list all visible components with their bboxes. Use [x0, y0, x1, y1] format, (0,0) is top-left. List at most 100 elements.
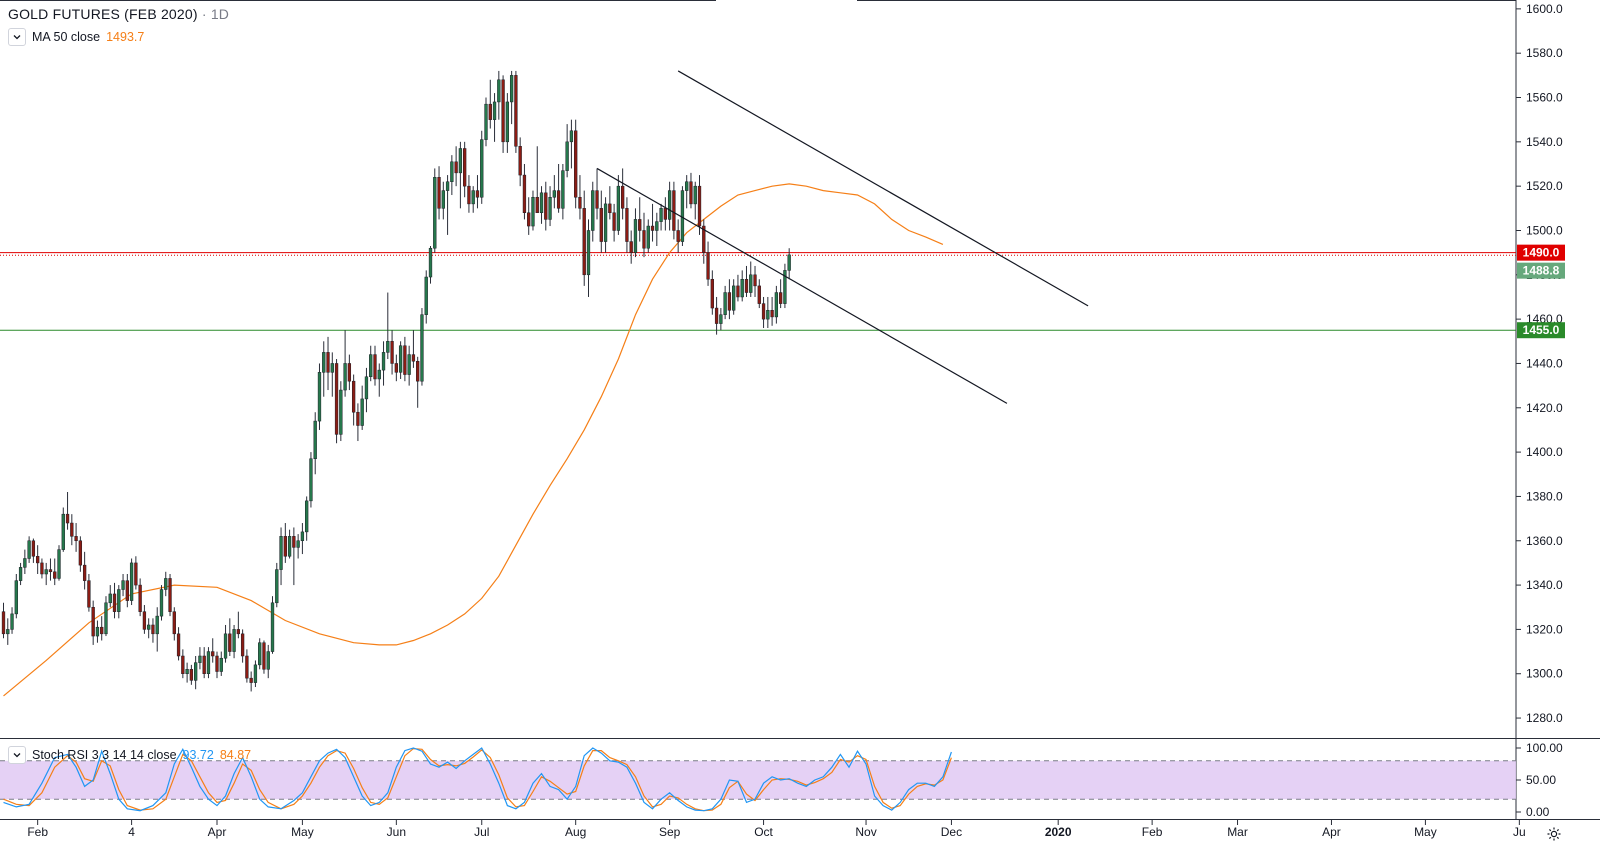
- candle[interactable]: [714, 296, 719, 335]
- candle[interactable]: [454, 146, 458, 187]
- candle[interactable]: [31, 538, 36, 563]
- candle[interactable]: [753, 265, 757, 297]
- candle[interactable]: [518, 137, 522, 187]
- trend-line[interactable]: [677, 70, 1089, 307]
- candle[interactable]: [531, 190, 535, 231]
- candle[interactable]: [770, 296, 774, 326]
- candle[interactable]: [322, 341, 326, 397]
- candle[interactable]: [458, 141, 463, 209]
- candle[interactable]: [134, 556, 138, 590]
- candle[interactable]: [262, 640, 266, 674]
- candle[interactable]: [689, 172, 693, 209]
- candle[interactable]: [522, 164, 527, 220]
- candle[interactable]: [693, 181, 697, 220]
- candle[interactable]: [215, 651, 219, 679]
- candle[interactable]: [48, 558, 53, 581]
- candle[interactable]: [176, 627, 181, 661]
- candle[interactable]: [672, 181, 676, 240]
- candle[interactable]: [445, 175, 450, 235]
- candle[interactable]: [300, 523, 305, 555]
- candle[interactable]: [292, 527, 296, 586]
- candle[interactable]: [164, 571, 168, 597]
- stoch-k-line[interactable]: [3, 747, 952, 812]
- candle[interactable]: [343, 330, 347, 397]
- candle[interactable]: [112, 582, 117, 619]
- candle[interactable]: [334, 359, 339, 444]
- candle[interactable]: [450, 155, 454, 196]
- candle[interactable]: [36, 545, 40, 574]
- candle[interactable]: [232, 624, 236, 659]
- candle[interactable]: [727, 279, 732, 320]
- candle[interactable]: [539, 186, 544, 224]
- candle[interactable]: [381, 341, 386, 386]
- candle[interactable]: [95, 620, 100, 643]
- candle[interactable]: [258, 638, 262, 670]
- candle[interactable]: [433, 168, 437, 253]
- candle[interactable]: [591, 181, 595, 242]
- candle[interactable]: [535, 146, 539, 214]
- candle[interactable]: [441, 181, 445, 220]
- candle[interactable]: [586, 219, 591, 297]
- stoch-collapse-toggle[interactable]: [8, 746, 26, 764]
- ma-collapse-toggle[interactable]: [8, 28, 26, 46]
- candle[interactable]: [253, 660, 258, 688]
- candle[interactable]: [108, 585, 112, 608]
- candle[interactable]: [339, 381, 343, 442]
- candle[interactable]: [761, 296, 766, 328]
- candle[interactable]: [104, 596, 108, 637]
- candle[interactable]: [223, 624, 228, 663]
- candle[interactable]: [369, 345, 373, 382]
- candle[interactable]: [552, 175, 556, 209]
- candle[interactable]: [189, 664, 194, 685]
- candle[interactable]: [603, 197, 608, 253]
- candle[interactable]: [561, 164, 565, 220]
- candle[interactable]: [151, 618, 155, 643]
- candle[interactable]: [377, 363, 381, 397]
- candle[interactable]: [548, 186, 552, 227]
- candle[interactable]: [373, 345, 377, 386]
- candle[interactable]: [228, 618, 232, 656]
- candle[interactable]: [356, 403, 360, 442]
- candle[interactable]: [23, 549, 27, 574]
- candle[interactable]: [172, 607, 176, 641]
- candle[interactable]: [488, 79, 492, 129]
- candle[interactable]: [509, 70, 514, 125]
- candle[interactable]: [642, 212, 646, 258]
- candle[interactable]: [185, 662, 189, 683]
- candle[interactable]: [70, 514, 74, 546]
- candle[interactable]: [198, 647, 202, 670]
- candle[interactable]: [667, 181, 672, 231]
- candle[interactable]: [578, 175, 582, 220]
- candle[interactable]: [18, 562, 23, 586]
- candle[interactable]: [749, 261, 753, 297]
- candle[interactable]: [117, 585, 121, 619]
- candle[interactable]: [702, 219, 706, 264]
- candle[interactable]: [685, 175, 689, 209]
- candle[interactable]: [330, 352, 334, 397]
- candle[interactable]: [147, 618, 151, 639]
- candle[interactable]: [740, 270, 744, 302]
- candle[interactable]: [638, 197, 642, 242]
- candle[interactable]: [125, 574, 129, 608]
- candle[interactable]: [569, 119, 574, 169]
- candle[interactable]: [497, 70, 501, 120]
- candle[interactable]: [787, 248, 791, 280]
- candle[interactable]: [629, 230, 633, 264]
- candle[interactable]: [53, 558, 57, 586]
- candle[interactable]: [633, 208, 638, 258]
- candle[interactable]: [129, 558, 134, 606]
- stoch-legend-row[interactable]: Stoch RSI 3 3 14 14 close 93.72 84.87: [8, 746, 251, 764]
- candle[interactable]: [283, 523, 287, 563]
- candle[interactable]: [680, 186, 685, 246]
- candle[interactable]: [719, 308, 723, 331]
- candle[interactable]: [390, 330, 394, 375]
- price-badge[interactable]: [1517, 322, 1565, 339]
- price-badge[interactable]: [1517, 244, 1565, 261]
- candle[interactable]: [100, 616, 104, 641]
- candle[interactable]: [625, 197, 629, 253]
- candle[interactable]: [279, 527, 283, 586]
- candle[interactable]: [351, 374, 356, 426]
- candle[interactable]: [240, 629, 245, 663]
- candle[interactable]: [407, 345, 411, 386]
- candle[interactable]: [766, 296, 770, 328]
